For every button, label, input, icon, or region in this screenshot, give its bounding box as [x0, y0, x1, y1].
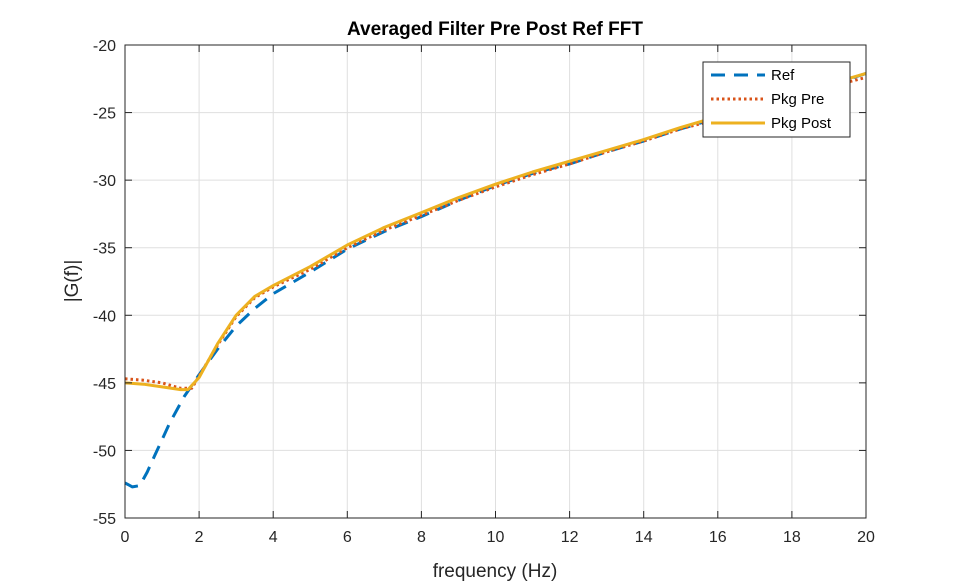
y-tick-label: -20 [93, 38, 116, 55]
x-tick-label: 10 [487, 529, 505, 546]
y-tick-label: -45 [93, 376, 116, 393]
x-tick-label: 8 [417, 529, 426, 546]
chart-title: Averaged Filter Pre Post Ref FFT [347, 19, 643, 40]
x-tick-label: 16 [709, 529, 727, 546]
x-tick-label: 2 [195, 529, 204, 546]
legend: Ref Pkg Pre Pkg Post [702, 61, 851, 138]
x-tick-label: 0 [121, 529, 130, 546]
x-tick-label: 20 [857, 529, 875, 546]
x-axis-label: frequency (Hz) [433, 561, 558, 582]
y-tick-label: -30 [93, 173, 116, 190]
x-tick-label: 6 [343, 529, 352, 546]
x-tick-label: 14 [635, 529, 653, 546]
y-axis-label: |G(f)| [62, 260, 83, 303]
legend-label: Pkg Post [771, 115, 832, 132]
y-tick-label: -25 [93, 106, 116, 123]
x-tick-label: 4 [269, 529, 278, 546]
legend-label: Ref [771, 67, 795, 84]
y-tick-label: -35 [93, 241, 116, 258]
y-tick-label: -40 [93, 308, 116, 325]
legend-label: Pkg Pre [771, 91, 824, 108]
y-tick-label: -55 [93, 511, 116, 528]
y-tick-label: -50 [93, 443, 116, 460]
ticks: 0 2 4 6 8 10 12 14 16 18 20 -55 -50 -45 -40 -35 -30 -25 -2… [93, 38, 875, 546]
x-tick-label: 12 [561, 529, 579, 546]
x-tick-label: 18 [783, 529, 801, 546]
